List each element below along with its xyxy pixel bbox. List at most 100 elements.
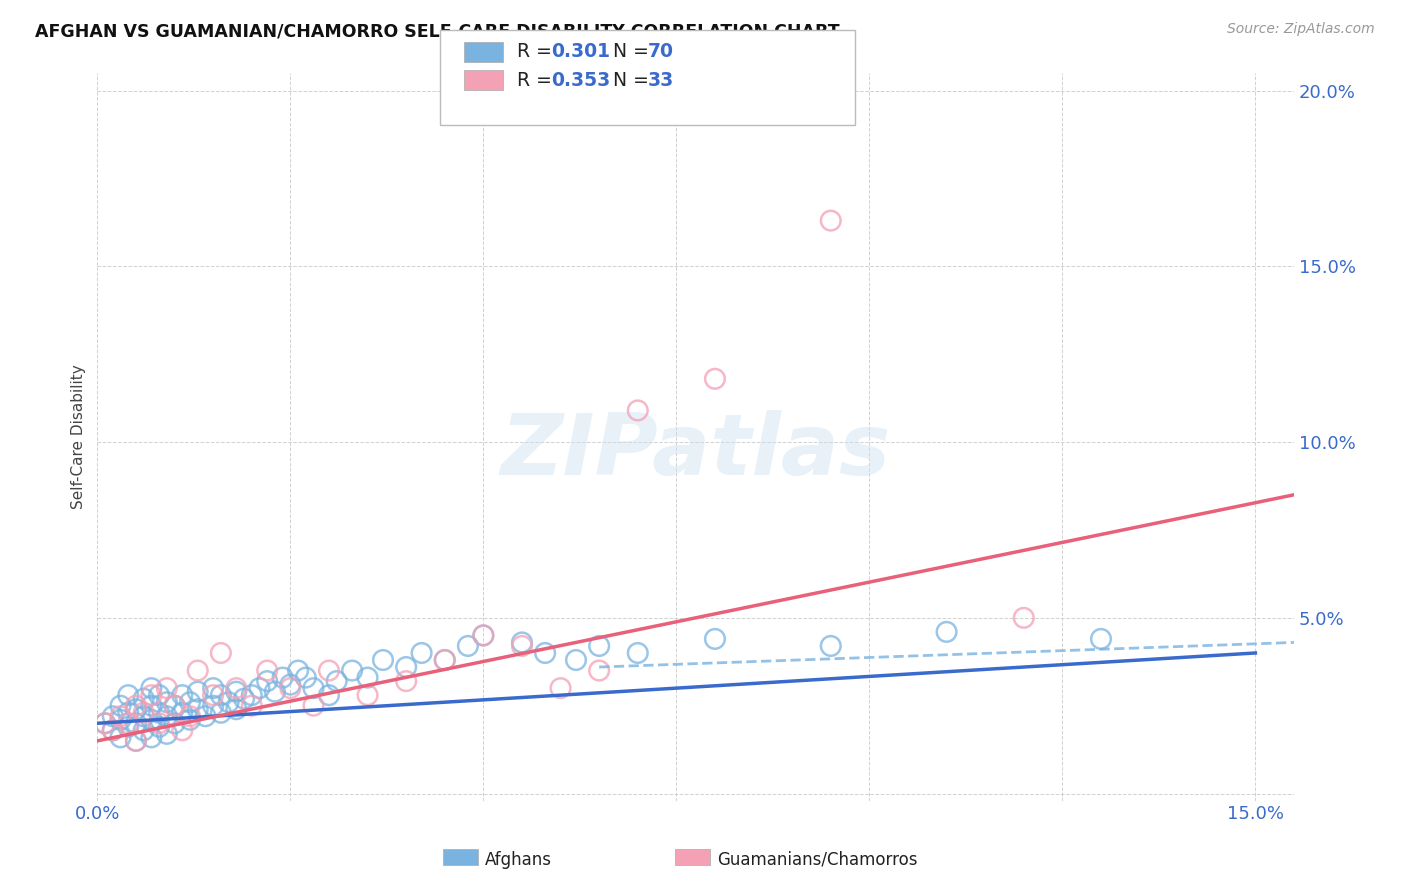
Point [141,688,163,702]
Point [325,674,347,689]
Point [117,720,139,734]
Point [240,698,263,713]
Point [141,698,163,713]
Point [141,681,163,695]
Point [156,727,179,741]
Point [209,688,232,702]
Point [356,688,378,702]
Point [820,213,842,227]
Point [132,691,155,706]
Point [264,684,287,698]
Point [588,664,610,678]
Point [256,674,278,689]
Point [156,709,179,723]
Point [318,688,340,702]
Point [1090,632,1112,646]
Point [101,723,124,738]
Point [117,716,139,731]
Point [141,713,163,727]
Point [132,723,155,738]
Point [233,691,256,706]
Point [280,681,302,695]
Point [101,709,124,723]
Point [287,664,309,678]
Text: Source: ZipAtlas.com: Source: ZipAtlas.com [1227,22,1375,37]
Point [302,698,325,713]
Point [627,403,650,417]
Text: 70: 70 [648,42,673,62]
Point [110,713,132,727]
Point [179,713,201,727]
Point [148,706,170,720]
Point [117,688,139,702]
Point [94,716,117,731]
Point [209,646,232,660]
Point [179,709,201,723]
Point [172,706,194,720]
Point [172,723,194,738]
Point [156,695,179,709]
Point [472,628,495,642]
Point [110,709,132,723]
Y-axis label: Self-Care Disability: Self-Care Disability [72,365,86,509]
Point [704,372,727,386]
Point [294,671,316,685]
Point [202,698,225,713]
Point [202,681,225,695]
Point [457,639,479,653]
Point [148,720,170,734]
Text: Guamanians/Chamorros: Guamanians/Chamorros [717,851,918,869]
Point [256,664,278,678]
Point [187,702,209,716]
Point [356,671,378,685]
Point [163,698,186,713]
Point [1012,611,1035,625]
Point [194,709,217,723]
Text: Afghans: Afghans [485,851,553,869]
Point [125,734,148,748]
Point [225,681,247,695]
Point [935,624,957,639]
Point [249,681,271,695]
Point [225,702,247,716]
Point [125,734,148,748]
Point [280,678,302,692]
Point [172,688,194,702]
Point [550,681,572,695]
Point [472,628,495,642]
Point [163,716,186,731]
Point [510,635,533,649]
Point [433,653,456,667]
Point [202,688,225,702]
Point [125,716,148,731]
Point [225,684,247,698]
Text: 33: 33 [648,70,675,90]
Point [125,698,148,713]
Point [704,632,727,646]
Text: 0.301: 0.301 [551,42,610,62]
Point [101,723,124,738]
Point [240,688,263,702]
Point [820,639,842,653]
Point [148,688,170,702]
Point [510,639,533,653]
Point [433,653,456,667]
Point [565,653,588,667]
Point [371,653,394,667]
Point [271,671,294,685]
Point [411,646,433,660]
Point [187,664,209,678]
Point [141,731,163,745]
Point [125,702,148,716]
Point [110,731,132,745]
Point [395,674,418,689]
Text: R =: R = [517,42,558,62]
Text: N =: N = [613,42,655,62]
Point [318,664,340,678]
Point [163,698,186,713]
Point [302,681,325,695]
Text: N =: N = [613,70,655,90]
Text: ZIPatlas: ZIPatlas [501,409,891,493]
Point [588,639,610,653]
Text: R =: R = [517,70,558,90]
